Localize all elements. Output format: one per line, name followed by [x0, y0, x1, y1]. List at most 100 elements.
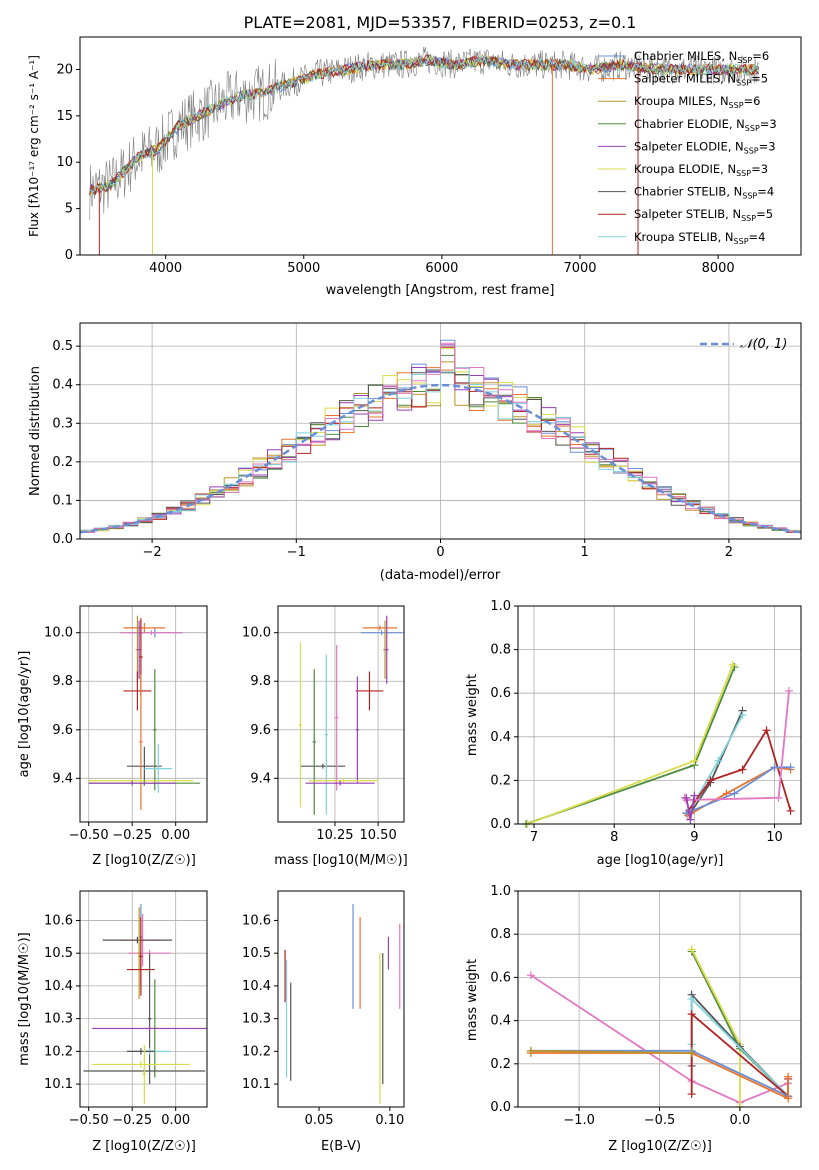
mass-z-xlabel: Z [log10(Z/Z☉)]	[92, 1139, 196, 1154]
mass-vs-ebv-panel: 0.05 0.10 10.1 10.2 10.3 10.4 10.5 10.6 E(B-V)	[242, 890, 405, 1154]
age-vs-z-panel: −0.50 −0.25 0.00 9.4 9.6 9.8 10.0 Z [log10(Z/Z…	[17, 605, 208, 868]
x-tick-label: 10	[766, 830, 783, 845]
legend-value: =3	[760, 117, 777, 131]
mass-weight-marker	[762, 726, 771, 735]
spectrum-xlabel: wavelength [Angstrom, rest frame]	[326, 283, 555, 298]
x-tick-label: 8	[610, 830, 618, 845]
mass-weight-marker	[690, 791, 699, 800]
x-tick-label: −0.25	[112, 1113, 152, 1128]
y-tick-label: 10.1	[44, 1077, 73, 1092]
y-tick-label: 10.6	[242, 913, 271, 928]
mass-weight-marker	[526, 971, 535, 980]
y-tick-label: 10.1	[242, 1077, 271, 1092]
y-tick-label: 9.8	[52, 674, 73, 689]
mass-weight-line	[530, 1049, 692, 1054]
x-tick-label: −0.5	[644, 1113, 676, 1128]
mass-weight-marker	[687, 1010, 696, 1019]
y-tick-label: 9.4	[52, 771, 73, 786]
legend-value: =6	[752, 49, 769, 63]
y-tick-label: 0.3	[52, 416, 73, 431]
y-tick-label: 0.4	[52, 378, 73, 393]
y-tick-label: 0.6	[490, 970, 511, 985]
legend-subscript: SSP	[736, 79, 751, 88]
legend-subscript: SSP	[729, 101, 744, 110]
x-tick-label: 9	[690, 830, 698, 845]
y-tick-label: 1.0	[490, 599, 511, 614]
mass-weight-marker	[706, 776, 715, 785]
mass-ebv-xlabel: E(B-V)	[321, 1139, 361, 1154]
legend-subscript: SSP	[744, 146, 759, 155]
mass-weight-marker	[687, 945, 696, 954]
y-tick-label: 10.6	[44, 913, 73, 928]
legend-value: =6	[744, 94, 761, 108]
mass-weight-marker	[738, 711, 747, 719]
observed-spectrum	[89, 46, 760, 220]
mass-z-frame	[79, 890, 208, 1108]
spectrum-legend: Chabrier MILES, NSSP=6 Salpeter MILES, NS…	[598, 49, 777, 246]
legend-label: Chabrier STELIB, NSSP=4	[634, 185, 774, 201]
y-tick-label: 10.0	[44, 626, 73, 641]
x-tick-label: 0.05	[305, 1113, 334, 1128]
x-tick-label: −0.50	[69, 828, 109, 843]
legend-subscript: SSP	[737, 56, 752, 65]
mass-weight-marker	[714, 756, 723, 765]
residual-xlabel: (data-model)/error	[380, 568, 501, 583]
legend-label: Kroupa STELIB, NSSP=4	[634, 230, 765, 246]
residual-panel: −2 −1 0 1 2 0.0 0.1 0.2 0.3 0.4 0.5 𝒩(0, 1) (data-…	[28, 322, 802, 583]
mass-weight-marker	[786, 806, 795, 815]
spectrum-panel: 4000 5000 6000 7000 8000 0 5 10 15 20 Chabrier MI…	[27, 36, 802, 298]
legend-label: Kroupa ELODIE, NSSP=3	[634, 162, 768, 178]
x-tick-label: −1	[287, 545, 306, 560]
mass-weight-line	[690, 948, 741, 1107]
normal-legend-label: 𝒩(0, 1)	[740, 337, 787, 352]
legend-subscript: SSP	[745, 124, 760, 133]
mw-vs-z-panel: −1.0 −0.5 0.0 0.0 0.2 0.4 0.6 0.8 1.0 Z [log10(Z…	[465, 884, 802, 1154]
y-tick-label: 5	[65, 202, 73, 217]
y-tick-label: 10.3	[242, 1012, 271, 1027]
mass-vs-z-panel: −0.50 −0.25 0.00 10.1 10.2 10.3 10.4 10.5 10.6 Z…	[17, 890, 208, 1154]
y-tick-label: 0.0	[490, 1100, 511, 1115]
y-tick-label: 0.2	[490, 773, 511, 788]
age-mass-xlabel: mass [log10(M/M☉)]	[274, 853, 407, 868]
mass-weight-line	[684, 690, 790, 801]
x-tick-label: 0.00	[161, 828, 190, 843]
y-tick-label: 0.6	[490, 686, 511, 701]
y-tick-label: 15	[56, 109, 73, 124]
mass-weight-marker	[784, 1094, 793, 1103]
mw-z-xlabel: Z [log10(Z/Z☉)]	[608, 1139, 712, 1154]
y-tick-label: 0.8	[490, 927, 511, 942]
x-tick-label: 5000	[287, 261, 320, 276]
mass-weight-line	[530, 1052, 789, 1100]
legend-subscript: SSP	[741, 214, 756, 223]
mass-weight-marker	[784, 1072, 793, 1081]
y-tick-label: 9.8	[250, 674, 271, 689]
x-tick-label: 8000	[702, 261, 735, 276]
legend-subscript: SSP	[734, 237, 749, 246]
mw-vs-age-panel: 7 8 9 10 0.0 0.2 0.4 0.6 0.8 1.0 age [log10(age/y…	[465, 599, 802, 868]
x-tick-label: 6000	[425, 261, 458, 276]
normal-curve	[79, 383, 802, 534]
y-tick-label: 10.2	[242, 1044, 271, 1059]
y-tick-label: 0.4	[490, 1014, 511, 1029]
y-tick-label: 0.0	[490, 817, 511, 832]
mass-weight-marker	[728, 660, 737, 669]
mass-weight-marker	[682, 793, 691, 802]
legend-label: Chabrier ELODIE, NSSP=3	[634, 117, 777, 133]
mass-weight-marker	[686, 815, 695, 824]
mass-weight-marker	[784, 687, 793, 696]
spectrum-ylabel: Flux [fλ10⁻¹⁷ erg cm⁻² s⁻¹ A⁻¹]	[27, 55, 41, 237]
mass-weight-marker	[770, 763, 779, 772]
age-z-xlabel: Z [log10(Z/Z☉)]	[92, 853, 196, 868]
legend-label: Kroupa MILES, NSSP=6	[634, 94, 760, 110]
x-tick-label: 10.25	[316, 828, 353, 843]
mass-weight-marker	[687, 995, 696, 1003]
y-tick-label: 0	[65, 248, 73, 263]
legend-label: Salpeter STELIB, NSSP=5	[634, 207, 773, 223]
mass-weight-line	[530, 974, 789, 1104]
mass-weight-marker	[687, 1049, 696, 1057]
mass-ebv-frame	[277, 890, 405, 1108]
mass-weight-marker	[526, 1046, 535, 1055]
y-tick-label: 10.4	[44, 979, 73, 994]
x-tick-label: −0.50	[69, 1113, 109, 1128]
